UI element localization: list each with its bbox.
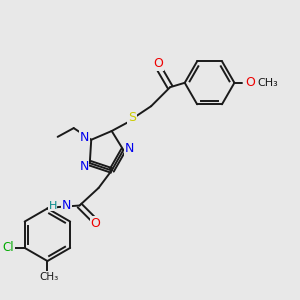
Text: N: N (61, 199, 71, 212)
Text: O: O (154, 57, 164, 70)
Text: S: S (128, 111, 136, 124)
Text: Cl: Cl (3, 242, 14, 254)
Text: N: N (125, 142, 134, 155)
Text: O: O (245, 76, 255, 89)
Text: N: N (79, 160, 88, 172)
Text: CH₃: CH₃ (39, 272, 58, 282)
Text: N: N (80, 131, 89, 144)
Text: CH₃: CH₃ (258, 78, 278, 88)
Text: O: O (91, 217, 100, 230)
Text: H: H (48, 200, 57, 211)
